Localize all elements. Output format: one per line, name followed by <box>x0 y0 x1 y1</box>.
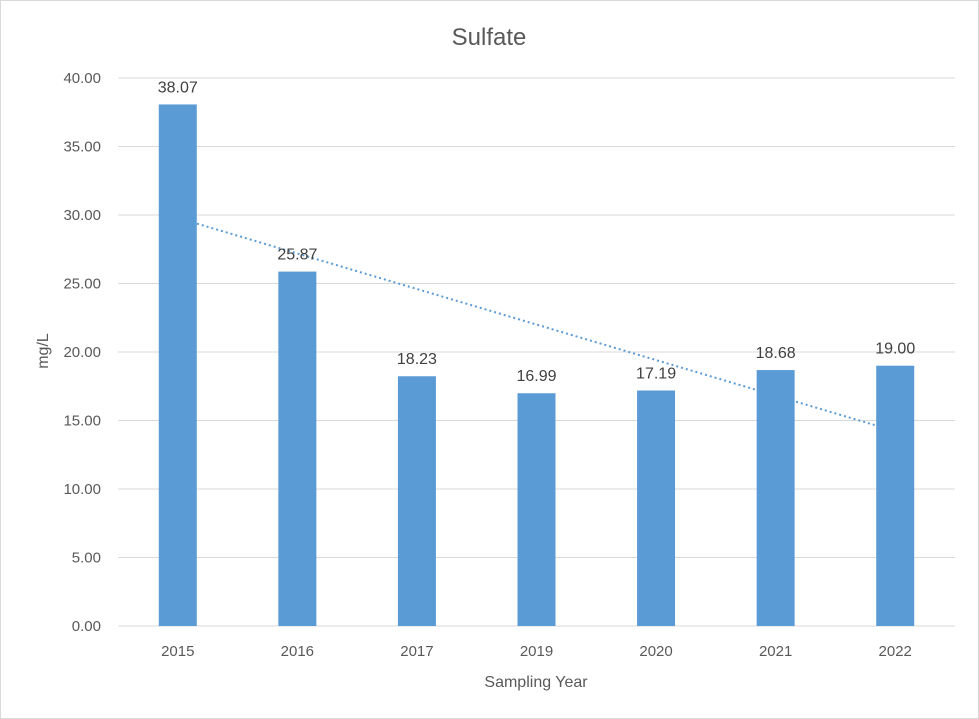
bars <box>158 104 915 627</box>
x-tick-label: 2019 <box>520 643 553 660</box>
data-label: 18.68 <box>756 345 796 362</box>
x-tick-label: 2022 <box>879 643 912 660</box>
x-tick-label: 2017 <box>400 643 433 660</box>
x-tick-label: 2020 <box>639 643 672 660</box>
x-axis-ticks: 2015 2016 2017 2019 2020 2021 2022 <box>161 643 912 660</box>
y-tick-label: 20.00 <box>63 344 101 361</box>
data-label: 17.19 <box>636 365 676 382</box>
y-tick-label: 10.00 <box>63 481 101 498</box>
y-tick-label: 35.00 <box>63 139 101 156</box>
x-axis-title: Sampling Year <box>484 674 588 691</box>
y-axis-title: mg/L <box>35 333 52 369</box>
bar-2021 <box>756 370 795 626</box>
bar-2020 <box>637 390 676 626</box>
data-label: 25.87 <box>277 247 317 264</box>
data-labels: 38.07 25.87 18.23 16.99 17.19 18.68 19.00 <box>158 79 916 385</box>
x-tick-label: 2016 <box>281 643 314 660</box>
x-tick-label: 2015 <box>161 643 194 660</box>
y-tick-label: 15.00 <box>63 413 101 430</box>
bar-2015 <box>158 104 197 627</box>
data-label: 18.23 <box>397 351 437 368</box>
data-label: 16.99 <box>516 368 556 385</box>
y-axis-ticks: 0.00 5.00 10.00 15.00 20.00 25.00 30.00 35.00 40… <box>63 70 101 635</box>
y-tick-label: 5.00 <box>72 550 101 567</box>
data-label: 19.00 <box>875 341 915 358</box>
chart-title: Sulfate <box>452 24 527 51</box>
y-tick-label: 40.00 <box>63 70 101 87</box>
data-label: 38.07 <box>158 79 198 96</box>
bar-2019 <box>517 393 556 626</box>
bar-2022 <box>876 365 915 626</box>
bar-2017 <box>397 376 436 626</box>
x-tick-label: 2021 <box>759 643 792 660</box>
y-tick-label: 0.00 <box>72 618 101 635</box>
y-tick-label: 25.00 <box>63 276 101 293</box>
y-tick-label: 30.00 <box>63 207 101 224</box>
bar-2016 <box>278 271 317 626</box>
